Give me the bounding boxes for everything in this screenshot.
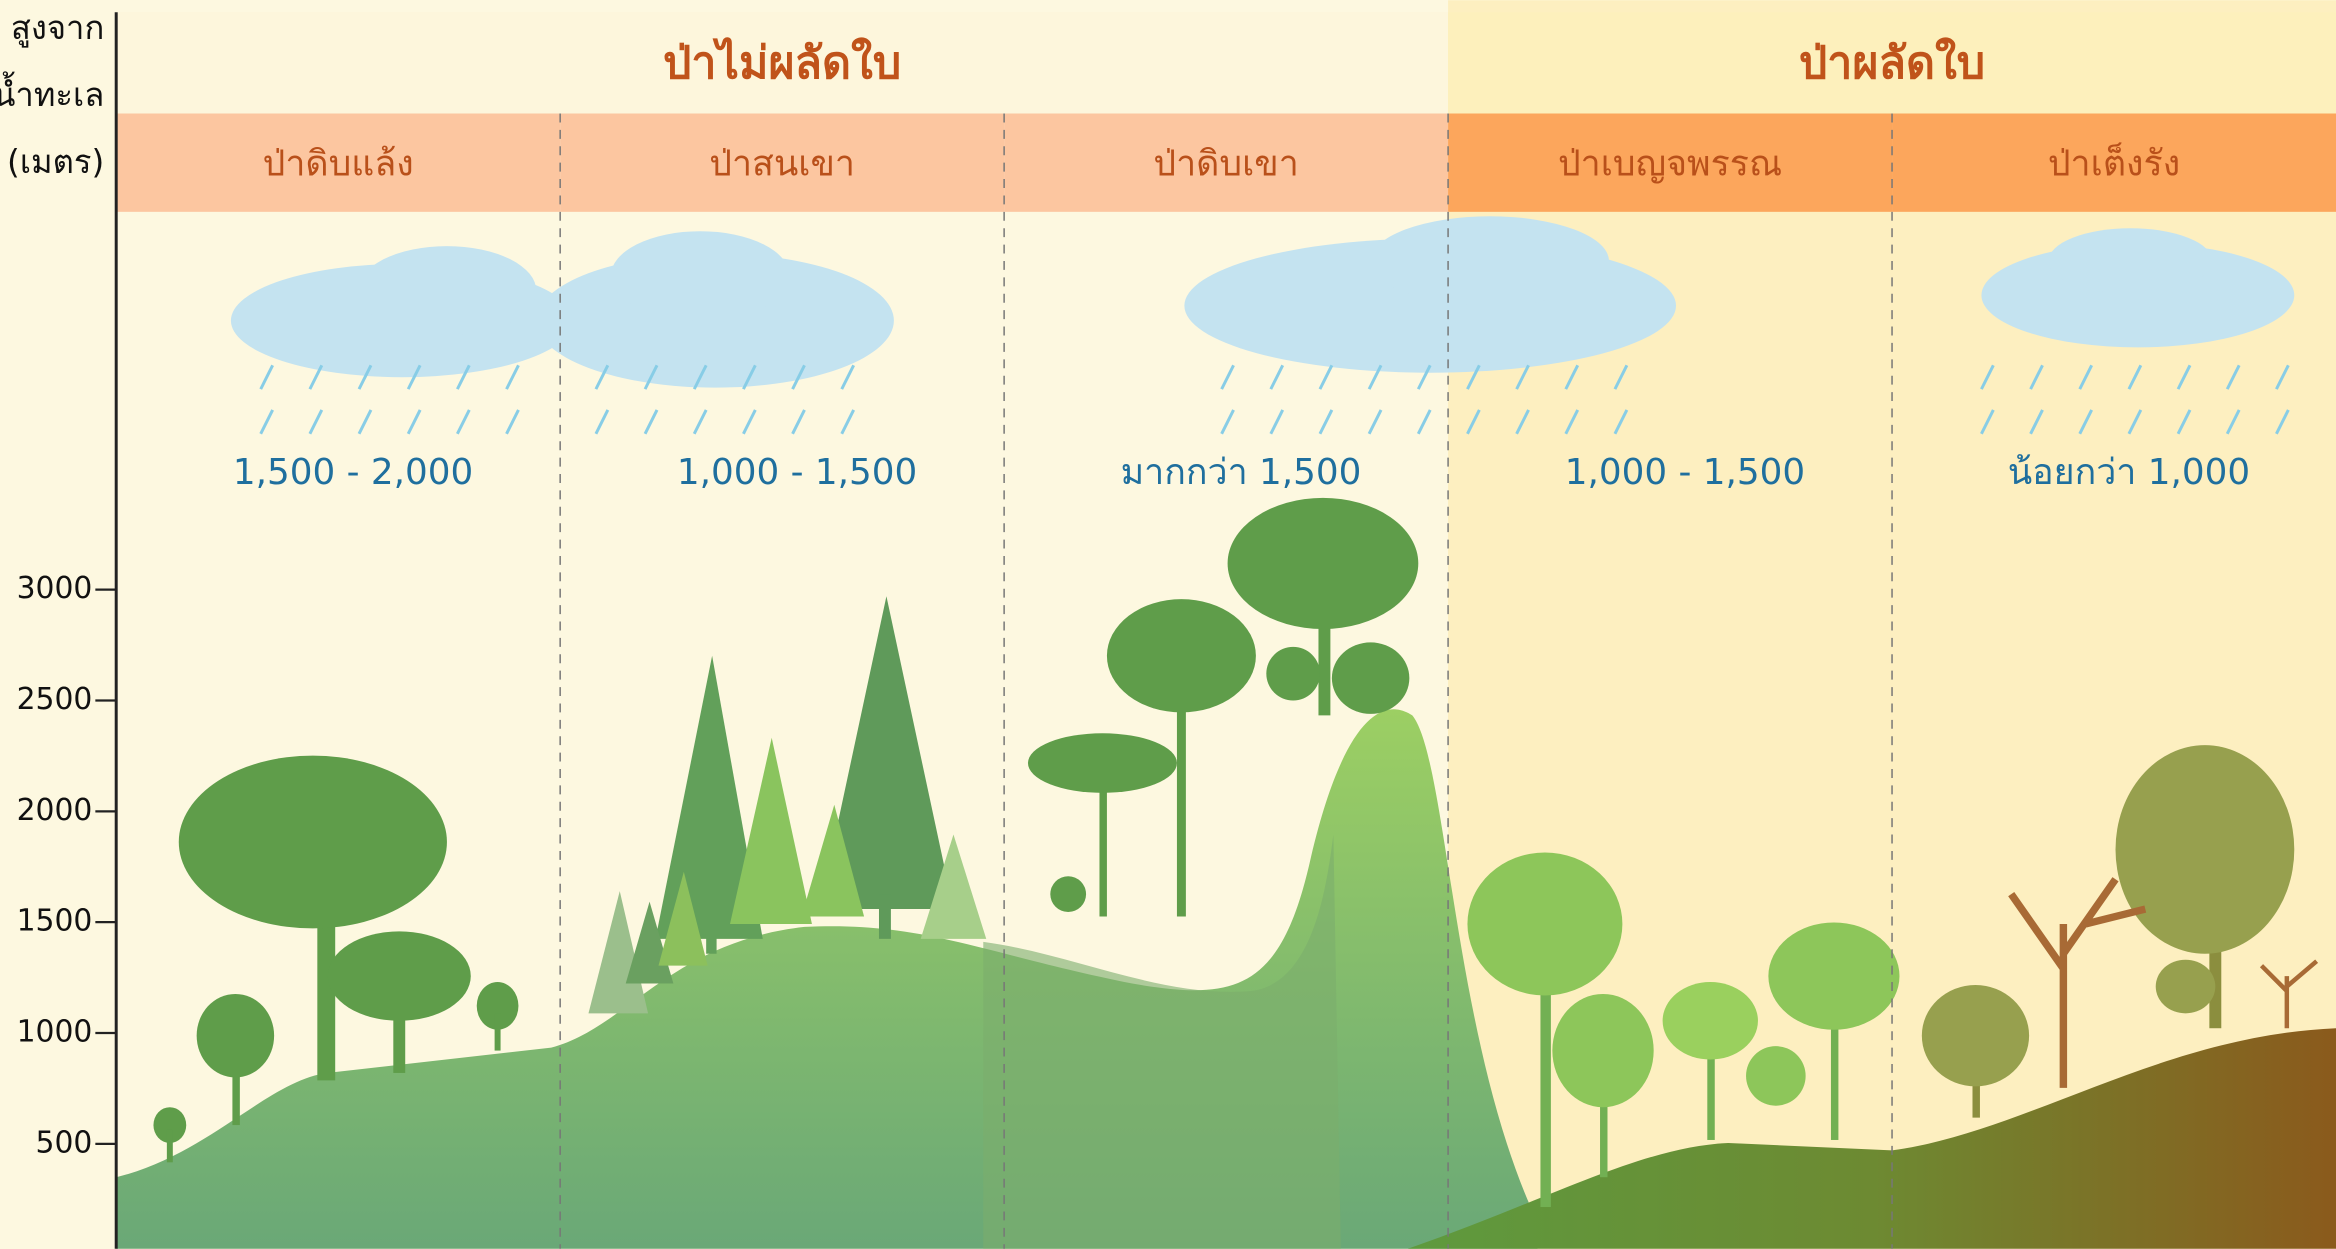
rainfall: 1,000 - 1,500 bbox=[677, 452, 917, 493]
zone-title: ป่าเต็งรัง bbox=[2048, 141, 2180, 185]
y-axis-title: น้ำทะเล bbox=[0, 71, 104, 114]
rainfall: 1,000 - 1,500 bbox=[1565, 452, 1805, 493]
page: {"axis": {"title": ["สูงจาก", "น้ำทะเล",… bbox=[0, 0, 2336, 1249]
tick-label: 2500 bbox=[17, 682, 93, 717]
tick-label: 1500 bbox=[17, 904, 93, 939]
zone-title: ป่าดิบเขา bbox=[1153, 144, 1298, 185]
rainfall: มากกว่า 1,500 bbox=[1121, 452, 1362, 493]
tick-label: 500 bbox=[36, 1125, 93, 1160]
infographic: ป่าไม่ผลัดใบป่าดิบแล้ง 1,500 - 2,000 ป่าสน… bbox=[0, 0, 2336, 1249]
y-axis-title: สูงจาก bbox=[11, 9, 104, 48]
rainfall: 1,500 - 2,000 bbox=[233, 452, 473, 493]
tick-label: 2000 bbox=[17, 793, 93, 828]
y-axis-title: (เมตร) bbox=[7, 143, 104, 181]
tick-label: 1000 bbox=[17, 1015, 93, 1050]
rainfall: น้อยกว่า 1,000 bbox=[2008, 452, 2250, 493]
tick-label: 3000 bbox=[17, 571, 93, 606]
zone-title: ป่าเบญจพรรณ bbox=[1558, 144, 1782, 185]
zone-title: ป่าดิบแล้ง bbox=[263, 144, 414, 185]
group-title: ป่าไม่ผลัดใบ bbox=[663, 36, 901, 89]
group-title: ป่าผลัดใบ bbox=[1799, 36, 1985, 89]
zone-title: ป่าสนเขา bbox=[709, 144, 855, 185]
